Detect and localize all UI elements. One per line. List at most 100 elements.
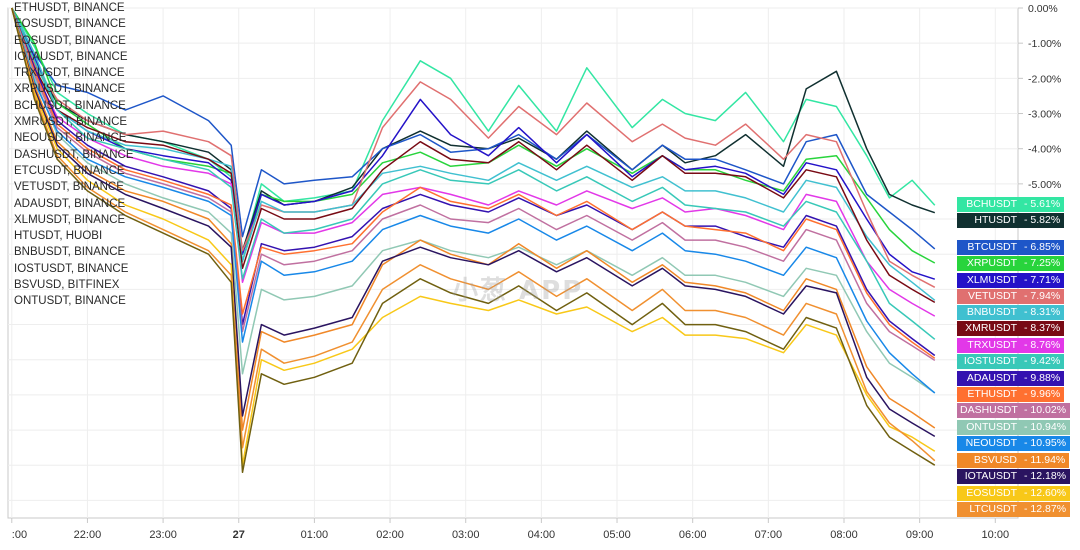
pill-symbol: BSVUSD [957,453,1020,468]
x-tick-label: 05:00 [603,529,631,541]
pill-value: - 9.88% [1020,371,1065,386]
series-line-trxusdt [11,7,936,317]
pill-symbol: IOTAUSDT [957,469,1020,484]
pill-value: - 12.87% [1020,502,1071,517]
series-line-iotausdt [11,7,936,438]
legend-entry: XRPUSDT, BINANCE [14,83,126,96]
legend-entry: IOTAUSDT, BINANCE [14,50,128,63]
pill-value: - 9.96% [1020,387,1065,402]
y-axis: 0.00% -1.00% -2.00% -3.00% -4.00% -5.00% [1018,3,1061,191]
pill-value: - 9.42% [1020,354,1065,369]
legend-entry: IOSTUSDT, BINANCE [14,262,129,275]
y-tick-label: -1.00% [1028,38,1061,50]
pill-symbol: ADAUSDT [957,371,1020,386]
legend-entry: BCHUSDT, BINANCE [14,99,126,112]
last-value-pill-dashusdt: DASHUSDT - 10.02% [957,403,1071,418]
series-line-bnbusdt [11,7,936,301]
pill-symbol: HTUSDT [957,213,1020,228]
series-line-htusdt [11,7,936,252]
x-tick-label: 08:00 [830,529,858,541]
legend-entry: EOSUSDT, BINANCE [14,34,126,47]
series-line-xrpusdt [11,7,936,264]
pill-symbol: XLMUSDT [957,273,1020,288]
last-value-pill-trxusdt: TRXUSDT - 8.76% [957,338,1065,353]
legend-entry: ONTUSDT, BINANCE [14,295,126,308]
legend-entry: BSVUSD, BITFINEX [14,279,120,292]
pill-value: - 7.71% [1020,273,1065,288]
pill-value: - 8.37% [1020,321,1065,336]
legend-entry: ETCUSDT, BINANCE [14,164,125,177]
series-line-iostusdt [11,7,936,340]
last-value-pill-xlmusdt: XLMUSDT - 7.71% [957,273,1065,288]
pill-symbol: IOSTUSDT [957,354,1020,369]
series-line-xlmusdt [11,7,936,280]
grid-lines [7,7,1019,519]
pill-symbol: VETUSDT [957,289,1020,304]
pill-symbol: TRXUSDT [957,338,1020,353]
series-line-adausdt [11,7,936,357]
last-value-pill-bsvusd: BSVUSD - 11.94% [957,453,1070,468]
legend-entry: ADAUSDT, BINANCE [14,197,126,210]
x-tick-label: 02:00 [376,529,404,541]
last-value-pill-xmrusdt: XMRUSDT - 8.37% [957,321,1065,336]
pill-symbol: XMRUSDT [957,321,1020,336]
series-line-vetusdt [11,7,936,288]
x-tick-label: 09:00 [906,529,934,541]
x-tick-label: 01:00 [301,529,329,541]
last-value-pill-btcusdt: BTCUSDT - 6.85% [957,240,1065,255]
last-value-pill-vetusdt: VETUSDT - 7.94% [957,289,1065,304]
x-tick-label: 10:00 [982,529,1010,541]
pill-symbol: ETHUSDT [957,387,1020,402]
series-line-eosusdt [11,7,936,466]
last-value-pill-ethusdt: ETHUSDT - 9.96% [957,387,1065,402]
pill-value: - 10.95% [1020,436,1071,451]
pill-value: - 12.60% [1020,486,1071,501]
series-line-ltcusdt [11,7,936,462]
pill-symbol: DASHUSDT [957,403,1020,418]
pill-symbol: BNBUSDT [957,305,1020,320]
legend-entry: TRXUSDT, BINANCE [14,67,125,80]
x-tick-label: :00 [12,529,27,541]
series-line-bchusdt [11,7,936,255]
last-value-pill-iotausdt: IOTAUSDT - 12.18% [957,469,1071,484]
pill-symbol: BTCUSDT [957,240,1020,255]
pill-value: - 11.94% [1020,453,1070,468]
plot-frame [7,7,1019,519]
watermark: 小葱 APP [452,276,584,306]
legend-entry: BNBUSDT, BINANCE [14,246,126,259]
series-line-xmrusdt [11,7,936,304]
x-tick-label: 04:00 [528,529,556,541]
x-tick-label: 03:00 [452,529,480,541]
symbol-legend: ETHUSDT, BINANCE EOSUSDT, BINANCE EOSUSDT,… [14,0,134,310]
series-line-etcusdt [11,7,936,474]
pill-value: - 10.02% [1020,403,1071,418]
pill-value: - 8.76% [1020,338,1065,353]
last-value-pill-ontusdt: ONTUSDT - 10.94% [957,420,1071,435]
series-line-bsvusd [11,7,936,431]
y-tick-label: -5.00% [1028,179,1061,191]
pill-symbol: BCHUSDT [957,197,1020,212]
pill-value: - 6.85% [1020,240,1065,255]
x-tick-label: 07:00 [755,529,783,541]
pill-value: - 5.82% [1020,213,1065,228]
pill-symbol: XRPUSDT [957,256,1020,271]
legend-entry: HTUSDT, HUOBI [14,230,103,243]
series-line-dashusdt [11,7,936,362]
last-value-pill-eosusdt: EOSUSDT - 12.60% [957,486,1071,501]
x-tick-label: 27 [233,529,245,541]
last-value-pill-neousdt: NEOUSDT - 10.95% [957,436,1071,451]
pill-value: - 10.94% [1020,420,1071,435]
series-lines [11,7,936,474]
series-line-neousdt [11,7,936,394]
y-tick-label: -3.00% [1028,109,1061,121]
pill-symbol: EOSUSDT [957,486,1020,501]
y-tick-label: -4.00% [1028,144,1061,156]
pill-symbol: LTCUSDT [957,502,1020,517]
x-axis: :00 22:00 23:00 27 01:00 02:00 03:00 04:00 05:00… [11,518,1010,541]
pill-value: - 8.31% [1020,305,1065,320]
series-line-btcusdt [11,7,936,250]
legend-entry: EOSUSDT, BINANCE [14,18,126,31]
pill-value: - 7.25% [1020,256,1065,271]
pill-symbol: ONTUSDT [957,420,1020,435]
